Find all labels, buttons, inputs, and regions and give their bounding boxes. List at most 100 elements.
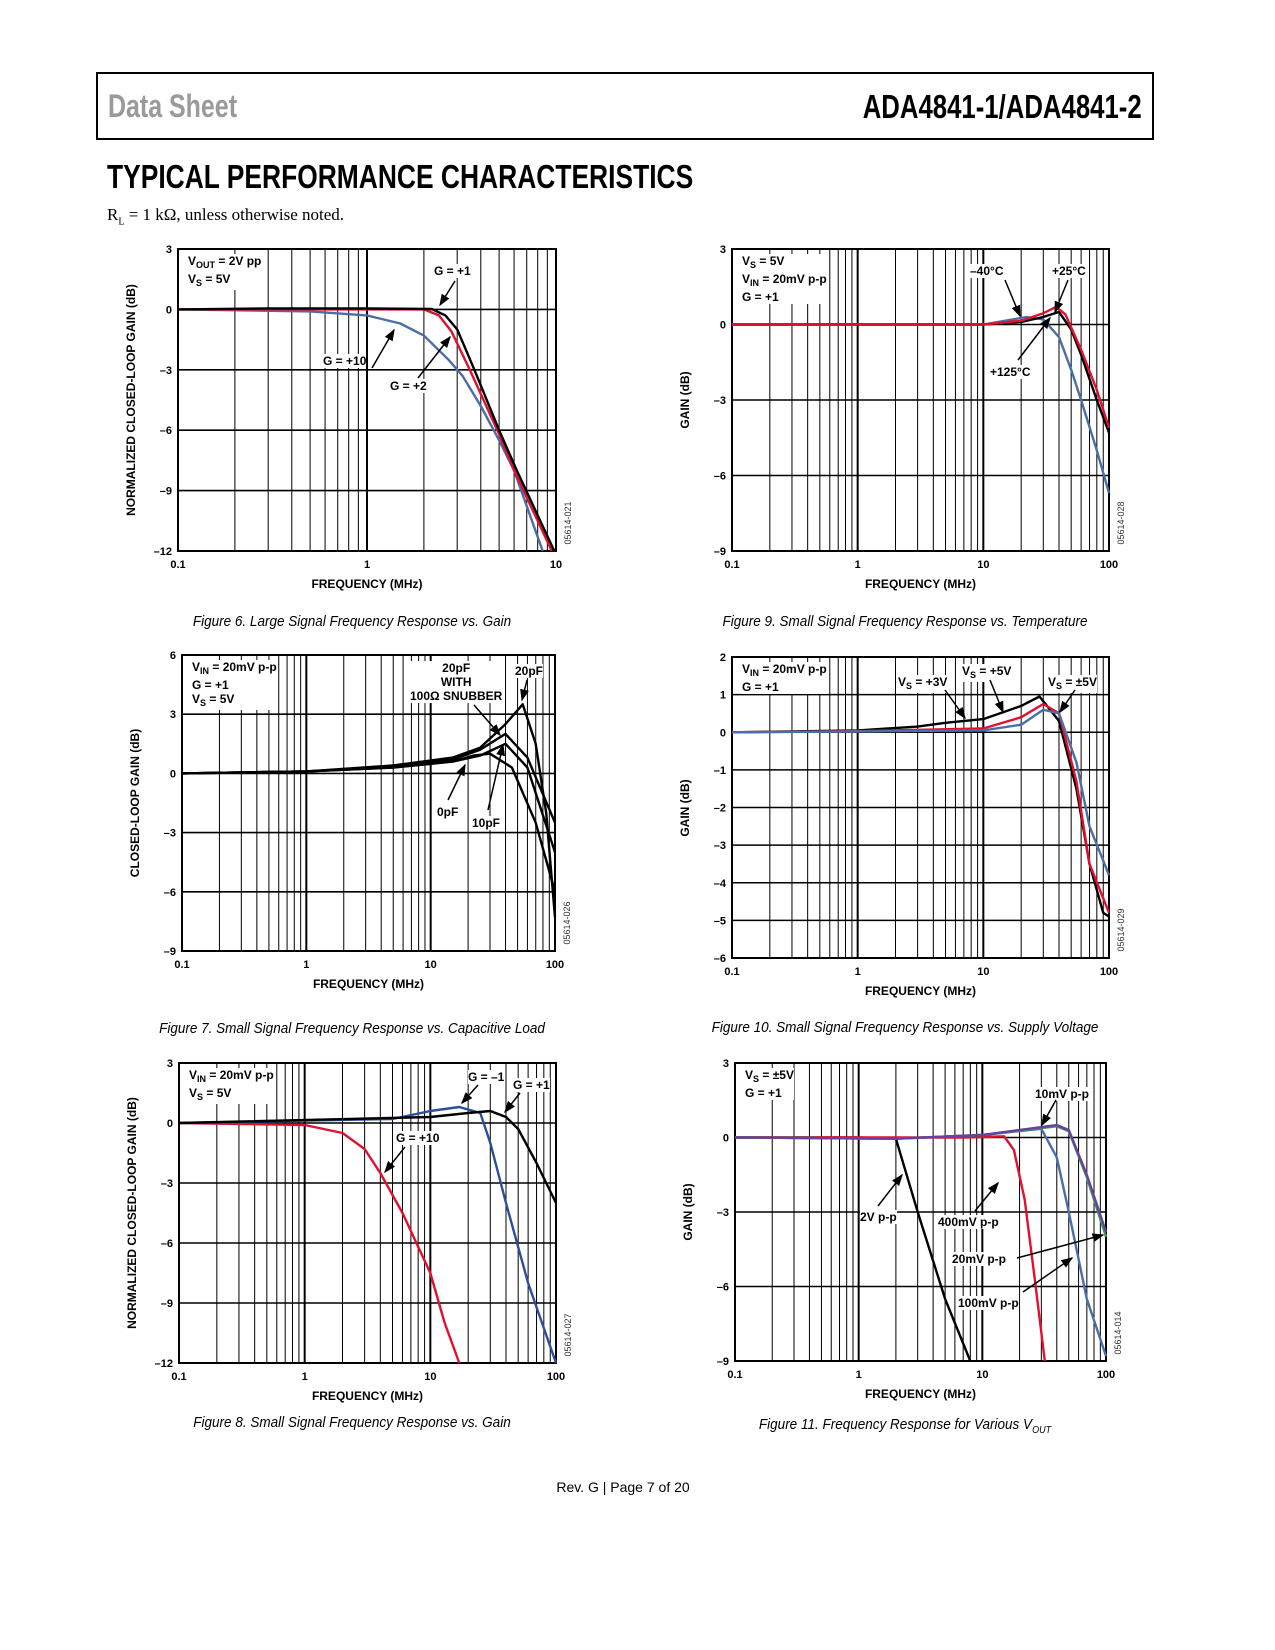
plot-frame [731, 248, 1110, 552]
curve-annotation: 20pF [515, 664, 544, 678]
chart-plot-4: 3 0 –3 –6 –9 0.1 1 10 100 VS = 5V VIN = 20mV p-p G … [714, 244, 1118, 571]
curve-annotation: G = +10 [323, 354, 367, 368]
chart-plot-2: 6 3 0 –3 –6 –9 0.1 1 10 100 VIN = 20mV p-p G = +1 VS… [164, 650, 564, 971]
y-axis-label: GAIN (dB) [678, 371, 692, 429]
y-axis-label: GAIN (dB) [678, 778, 692, 837]
chart-svg: 3 0 –3 –6 –9 –120.1 1 10 [154, 244, 562, 571]
y-tick-label: –6 [714, 471, 726, 483]
chart-svg: 3 0 –3 –6 –9 –120.1 1 10 100 [155, 1058, 566, 1383]
page-header: Data Sheet ADA4841-1/ADA4841-2 [96, 72, 1154, 140]
curve-annotation: VS = ±5V [1048, 675, 1097, 693]
chart-plot-1: 3 0 –3 –6 –9 –12 0.1 1 10 VOUT = 2V pp VS = 5V [154, 244, 562, 571]
curve-annotation: 20mV p-p [952, 1252, 1007, 1266]
y-tick-label: –9 [717, 1356, 729, 1368]
y-tick-label: 6 [170, 650, 176, 662]
y-tick-label: 0 [723, 1133, 729, 1145]
curve-annotation: G = +1 [513, 1078, 550, 1092]
y-tick-label: –4 [714, 878, 727, 890]
series-line--40-c [732, 315, 1111, 494]
y-tick-label: 1 [720, 690, 726, 702]
x-axis-label: FREQUENCY (MHz) [311, 577, 423, 591]
curve-annotation: VS = +5V [962, 664, 1012, 682]
y-tick-label: 0 [167, 1118, 173, 1130]
y-tick-label: –9 [160, 486, 172, 498]
x-tick-label: 1 [302, 1371, 308, 1383]
x-axis-label: FREQUENCY (MHz) [864, 577, 977, 591]
series-line-20mv-p-p [734, 1127, 1108, 1357]
y-axis-label: GAIN (dB) [681, 1183, 695, 1241]
y-tick-label: 0 [166, 304, 172, 316]
figure-caption: Figure 11. Frequency Response for Variou… [758, 1416, 1052, 1436]
series-line-400mv-p-p [735, 1135, 1046, 1362]
series-line-g-1 [178, 1109, 558, 1204]
x-tick-label: 0.1 [724, 966, 739, 978]
header-doc-type: Data Sheet [108, 88, 238, 124]
figure-code: 05614-029 [1116, 908, 1126, 952]
figure-code: 05614-028 [1116, 501, 1126, 545]
chart-svg: 6 3 0 –3 –6 –90.1 1 10 100 [164, 650, 564, 971]
figure-code: 05614-026 [562, 901, 572, 945]
y-tick-label: –3 [160, 365, 172, 377]
y-tick-label: –6 [714, 953, 726, 965]
x-tick-label: 10 [425, 959, 437, 971]
curve-annotation: 10pF [472, 816, 501, 830]
y-axis-label: NORMALIZED CLOSED-LOOP GAIN (dB) [124, 284, 138, 516]
figure-caption: Figure 8. Small Signal Frequency Respons… [193, 1414, 511, 1431]
y-tick-label: –6 [161, 1238, 173, 1250]
chart-svg: 3 0 –3 –6 –90.1 1 10 100 [717, 1058, 1115, 1381]
x-tick-label: 100 [1100, 559, 1118, 571]
y-tick-label: –12 [155, 1358, 173, 1370]
y-tick-label: –9 [714, 546, 726, 558]
x-tick-label: 0.1 [724, 559, 739, 571]
y-tick-label: –3 [714, 395, 726, 407]
x-tick-label: 0.1 [727, 1369, 742, 1381]
curve-annotation: +25°C [1052, 264, 1086, 278]
figure-code: 05614-021 [563, 501, 573, 545]
y-tick-label: 0 [170, 768, 176, 780]
curve-annotation: 400mV p-p [938, 1215, 999, 1229]
y-tick-label: –12 [154, 546, 172, 558]
y-tick-label: –2 [714, 803, 726, 815]
series-line-g-1 [178, 1105, 558, 1364]
series-line-g-10 [178, 1121, 461, 1364]
y-tick-label: –3 [714, 840, 726, 852]
curve-annotation: 100mV p-p [958, 1296, 1019, 1310]
x-axis-label: FREQUENCY (MHz) [864, 1387, 977, 1401]
chart-conditions: VOUT = 2V pp VS = 5V [188, 254, 262, 290]
y-tick-label: 3 [166, 244, 172, 256]
curve-annotation: 20pF WITH 100Ω SNUBBER [410, 661, 503, 703]
chart-svg: 210–1–2–3–4–5–60.1 1 10 100 [714, 652, 1118, 978]
figure-code: 05614-027 [563, 1313, 573, 1357]
header-part-number: ADA4841-1/ADA4841-2 [863, 88, 1142, 125]
y-tick-label: –1 [714, 765, 726, 777]
y-tick-label: 3 [723, 1058, 729, 1070]
x-tick-label: 10 [550, 559, 562, 571]
y-axis-label: NORMALIZED CLOSED-LOOP GAIN (dB) [125, 1097, 139, 1329]
y-tick-label: –6 [717, 1282, 729, 1294]
note-sub: L [118, 216, 125, 228]
y-tick-label: –3 [717, 1207, 729, 1219]
y-tick-label: 3 [720, 244, 726, 256]
y-tick-label: –3 [164, 828, 176, 840]
figure-caption: Figure 10. Small Signal Frequency Respon… [711, 1019, 1099, 1036]
plot-frame [178, 1062, 557, 1364]
curve-annotation: +125°C [990, 365, 1031, 379]
plot-frame [177, 248, 557, 552]
x-axis-label: FREQUENCY (MHz) [312, 977, 425, 991]
x-tick-label: 100 [546, 959, 564, 971]
x-tick-label: 1 [855, 559, 861, 571]
y-tick-label: 0 [720, 727, 726, 739]
y-tick-label: –5 [714, 915, 726, 927]
series-line-g-1 [177, 307, 556, 552]
series-line-vs-5v [731, 708, 1111, 876]
page-footer: Rev. G | Page 7 of 20 [556, 1479, 690, 1495]
x-tick-label: 0.1 [170, 559, 185, 571]
x-tick-label: 100 [547, 1371, 565, 1383]
figure-caption: Figure 9. Small Signal Frequency Respons… [722, 613, 1088, 630]
chart-conditions: VIN = 20mV p-p G = +1 VS = 5V [192, 660, 277, 710]
series-line-10mv-p-p [734, 1123, 1108, 1233]
x-tick-label: 10 [977, 966, 989, 978]
x-tick-label: 10 [976, 1369, 988, 1381]
chart-conditions: VS = 5V VIN = 20mV p-p G = +1 [742, 254, 827, 304]
curve-annotation: –40°C [970, 264, 1004, 278]
